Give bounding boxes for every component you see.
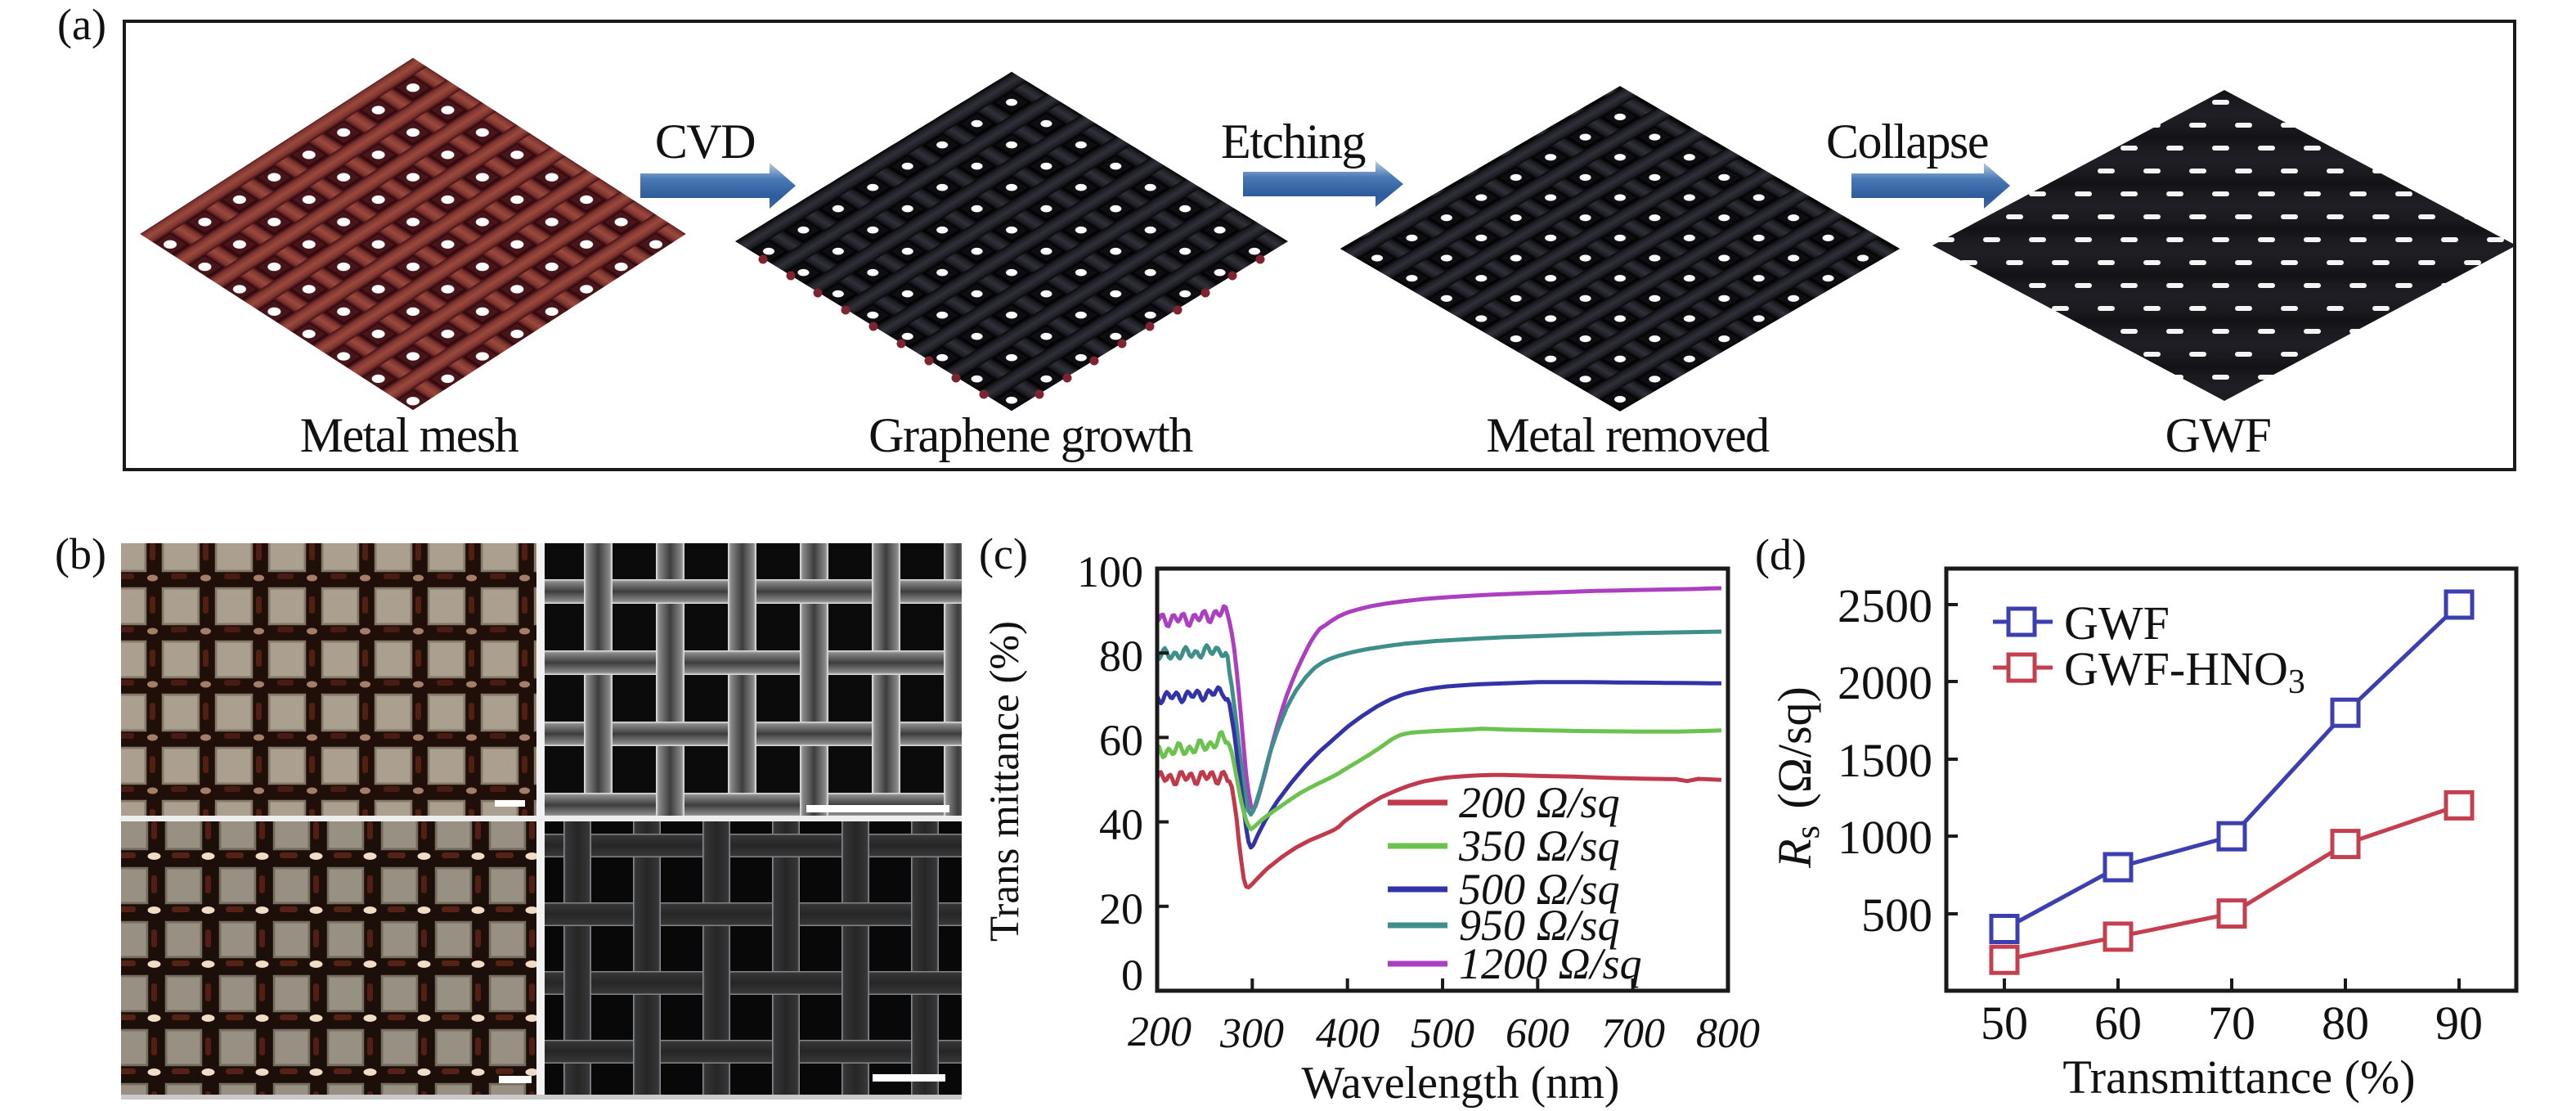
svg-text:300: 300 xyxy=(1219,1010,1284,1057)
svg-text:1000: 1000 xyxy=(1838,811,1932,864)
svg-text:GWF: GWF xyxy=(2165,408,2271,462)
svg-text:Metal mesh: Metal mesh xyxy=(300,408,519,462)
svg-text:400: 400 xyxy=(1316,1010,1380,1057)
svg-text:500: 500 xyxy=(1411,1010,1474,1057)
svg-text:Rs (Ω/sq): Rs (Ω/sq) xyxy=(1768,686,1827,869)
svg-text:700: 700 xyxy=(1601,1010,1665,1057)
svg-text:(b): (b) xyxy=(55,529,106,578)
svg-text:CVD: CVD xyxy=(655,115,755,169)
svg-text:950 Ω/sq: 950 Ω/sq xyxy=(1459,901,1620,950)
svg-text:200 Ω/sq: 200 Ω/sq xyxy=(1459,778,1620,827)
svg-text:(d): (d) xyxy=(1755,530,1806,579)
svg-text:20: 20 xyxy=(1099,884,1143,933)
svg-text:80: 80 xyxy=(1099,632,1143,681)
svg-text:80: 80 xyxy=(2322,996,2369,1050)
svg-text:600: 600 xyxy=(1506,1010,1569,1057)
svg-text:Trans mittance (%): Trans mittance (%) xyxy=(982,621,1028,942)
svg-text:1500: 1500 xyxy=(1838,734,1932,787)
svg-text:200: 200 xyxy=(1128,1009,1192,1055)
svg-text:Collapse: Collapse xyxy=(1826,115,1988,169)
svg-text:60: 60 xyxy=(2094,996,2142,1050)
svg-text:GWF: GWF xyxy=(2064,596,2170,650)
svg-text:500 Ω/sq: 500 Ω/sq xyxy=(1459,865,1620,914)
svg-text:70: 70 xyxy=(2208,996,2255,1050)
svg-text:60: 60 xyxy=(1099,716,1143,765)
svg-text:Transmittance (%): Transmittance (%) xyxy=(2062,1050,2415,1104)
svg-text:(c): (c) xyxy=(979,529,1028,578)
svg-text:40: 40 xyxy=(1099,800,1143,849)
svg-text:800: 800 xyxy=(1696,1010,1760,1057)
svg-text:2500: 2500 xyxy=(1838,579,1932,632)
svg-text:Wavelength (nm): Wavelength (nm) xyxy=(1302,1058,1620,1109)
svg-text:Graphene growth: Graphene growth xyxy=(868,408,1193,462)
svg-text:(a): (a) xyxy=(57,0,106,49)
svg-text:Etching: Etching xyxy=(1221,115,1366,169)
svg-text:350 Ω/sq: 350 Ω/sq xyxy=(1458,821,1620,870)
svg-text:100: 100 xyxy=(1077,547,1143,596)
svg-text:Metal removed: Metal removed xyxy=(1486,408,1770,462)
svg-text:90: 90 xyxy=(2435,996,2483,1050)
svg-text:50: 50 xyxy=(1981,996,2028,1050)
svg-text:0: 0 xyxy=(1121,951,1143,1000)
svg-text:1200 Ω/sq: 1200 Ω/sq xyxy=(1459,939,1642,988)
svg-text:500: 500 xyxy=(1861,888,1932,942)
svg-text:2000: 2000 xyxy=(1838,656,1932,709)
svg-text:GWF-HNO3: GWF-HNO3 xyxy=(2064,642,2305,701)
